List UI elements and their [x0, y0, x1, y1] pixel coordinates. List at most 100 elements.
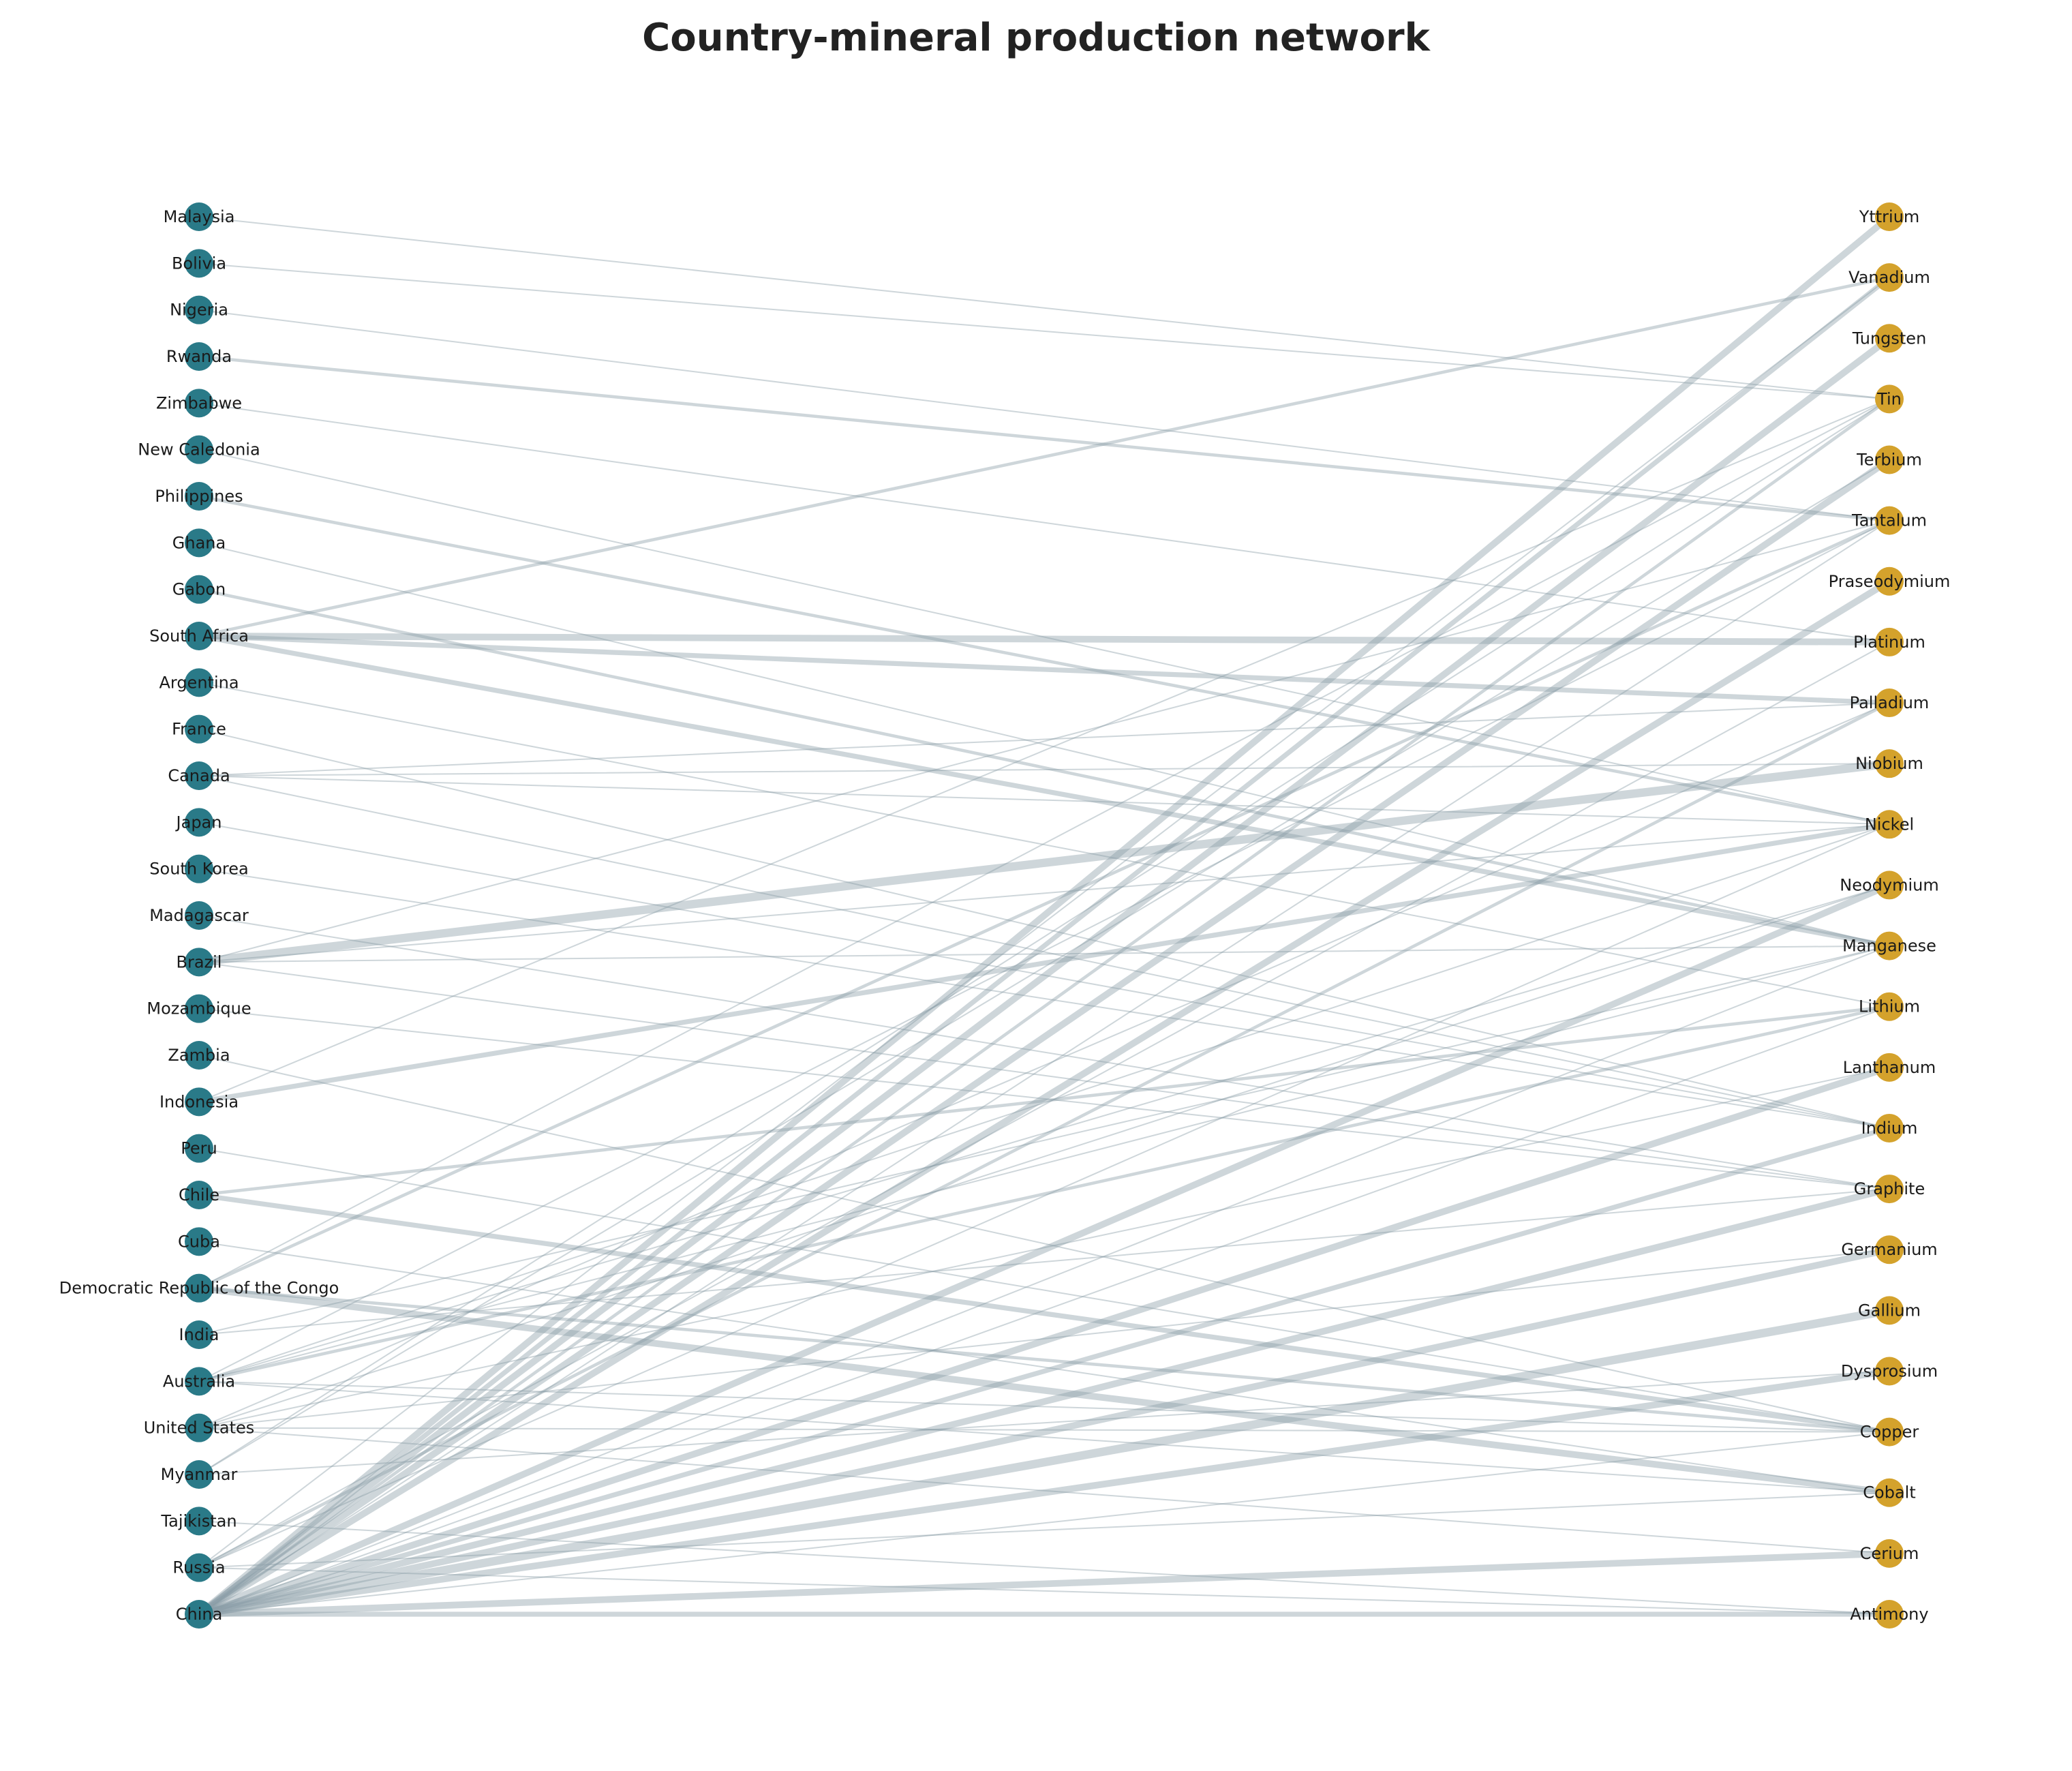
- mineral-indium-label: Indium: [1861, 1119, 1918, 1138]
- edge-china-indium: [196, 1125, 1892, 1617]
- edge-china-gallium: [194, 1306, 1894, 1619]
- country-china-node: [185, 1600, 213, 1629]
- mineral-terbium-label: Terbium: [1856, 451, 1922, 470]
- country-mozambique-node: [185, 994, 213, 1023]
- edge-australia-nickel: [198, 823, 1890, 1382]
- mineral-gallium-label: Gallium: [1858, 1301, 1921, 1320]
- edge-china-dysprosium: [196, 1367, 1893, 1618]
- mineral-tantalum-label: Tantalum: [1851, 511, 1927, 530]
- edge-china-cerium: [196, 1549, 1893, 1618]
- edge-canada-nickel: [198, 775, 1890, 826]
- country-gabon-label: Gabon: [172, 580, 226, 599]
- mineral-lithium-label: Lithium: [1859, 997, 1920, 1016]
- edge-russia-antimony: [198, 1566, 1890, 1615]
- mineral-platinum-label: Platinum: [1853, 633, 1925, 652]
- edge-australia-tantalum: [198, 519, 1890, 1382]
- country-indonesia-node: [185, 1087, 213, 1117]
- mineral-antimony-label: Antimony: [1850, 1605, 1928, 1624]
- edge-democratic-republic-of-the-congo-copper: [197, 1286, 1891, 1434]
- country-canada-label: Canada: [168, 766, 230, 785]
- edge-russia-vanadium: [198, 277, 1890, 1569]
- country-peru-label: Peru: [181, 1139, 217, 1158]
- edge-canada-niobium: [198, 763, 1890, 776]
- country-canada-node: [185, 761, 213, 790]
- edge-china-lithium: [198, 1005, 1890, 1615]
- edge-india-manganese: [198, 945, 1890, 1335]
- edge-canada-indium: [198, 775, 1890, 1129]
- edge-australia-lithium: [197, 1005, 1891, 1383]
- country-cuba-node: [185, 1227, 213, 1256]
- mineral-manganese-node: [1875, 931, 1904, 960]
- edge-rwanda-tantalum: [197, 354, 1891, 522]
- country-peru-node: [185, 1134, 213, 1163]
- country-rwanda-label: Rwanda: [166, 347, 232, 366]
- mineral-graphite-label: Graphite: [1854, 1179, 1925, 1198]
- country-zambia-label: Zambia: [168, 1046, 230, 1065]
- country-india-label: India: [179, 1325, 219, 1344]
- mineral-tungsten-node: [1875, 324, 1904, 353]
- mineral-cerium-label: Cerium: [1860, 1544, 1919, 1563]
- country-japan-node: [185, 808, 213, 837]
- mineral-germanium-node: [1875, 1235, 1904, 1265]
- mineral-platinum-node: [1875, 627, 1904, 656]
- edge-australia-cobalt: [198, 1380, 1890, 1494]
- country-democratic-republic-of-the-congo-node: [185, 1273, 213, 1303]
- country-zambia-node: [185, 1041, 213, 1070]
- edge-australia-neodymium: [198, 884, 1890, 1382]
- country-united-states-node: [185, 1413, 213, 1442]
- mineral-terbium-node: [1875, 445, 1904, 474]
- mineral-tin-node: [1875, 384, 1904, 414]
- edge-china-tin: [197, 397, 1891, 1616]
- edge-tajikistan-antimony: [198, 1520, 1890, 1615]
- mineral-nickel-label: Nickel: [1865, 815, 1914, 834]
- country-france-label: France: [172, 720, 226, 739]
- edge-china-vanadium: [196, 275, 1892, 1617]
- edge-zambia-copper: [198, 1055, 1890, 1433]
- edge-united-states-palladium: [198, 702, 1890, 1429]
- edge-ghana-manganese: [198, 542, 1890, 947]
- mineral-dysprosium-label: Dysprosium: [1841, 1361, 1938, 1380]
- country-myanmar-label: Myanmar: [161, 1465, 238, 1484]
- mineral-neodymium-label: Neodymium: [1840, 875, 1938, 894]
- mineral-manganese-label: Manganese: [1842, 937, 1936, 956]
- edge-china-graphite: [196, 1185, 1893, 1618]
- country-south-korea-label: South Korea: [149, 860, 248, 879]
- edge-mozambique-graphite: [198, 1008, 1890, 1190]
- edge-south-africa-vanadium: [197, 275, 1891, 638]
- country-mozambique-label: Mozambique: [147, 999, 251, 1018]
- country-chile-label: Chile: [179, 1185, 219, 1205]
- mineral-graphite-node: [1875, 1175, 1904, 1204]
- edge-peru-copper: [198, 1147, 1890, 1433]
- country-zimbabwe-label: Zimbabwe: [156, 393, 242, 412]
- mineral-tin-label: Tin: [1876, 389, 1902, 408]
- mineral-niobium-label: Niobium: [1855, 754, 1923, 773]
- edge-south-africa-platinum: [196, 633, 1893, 646]
- edge-australia-copper: [198, 1380, 1890, 1433]
- country-zimbabwe-node: [185, 389, 213, 418]
- edge-india-graphite: [198, 1188, 1890, 1335]
- edge-canada-palladium: [198, 702, 1890, 776]
- edge-brazil-tantalum: [198, 519, 1890, 963]
- mineral-palladium-label: Palladium: [1850, 693, 1930, 712]
- country-madagascar-node: [185, 901, 213, 930]
- country-cuba-label: Cuba: [178, 1232, 220, 1251]
- country-madagascar-label: Madagascar: [149, 906, 249, 925]
- edge-china-copper: [198, 1431, 1890, 1615]
- edge-united-states-copper: [198, 1427, 1890, 1433]
- edge-brazil-nickel: [198, 823, 1890, 963]
- edge-cuba-cobalt: [198, 1241, 1890, 1494]
- country-australia-node: [185, 1367, 213, 1396]
- edge-chile-lithium: [197, 1005, 1891, 1197]
- country-philippines-label: Philippines: [155, 487, 243, 506]
- edge-russia-cobalt: [198, 1492, 1890, 1569]
- country-gabon-node: [185, 575, 213, 604]
- edges-layer: [194, 213, 1894, 1619]
- country-new-caledonia-node: [185, 435, 213, 464]
- mineral-nickel-node: [1875, 810, 1904, 839]
- edge-china-tungsten: [196, 335, 1893, 1618]
- edge-brazil-manganese: [198, 945, 1890, 963]
- edge-united-states-neodymium: [198, 884, 1890, 1429]
- edge-russia-palladium: [197, 701, 1891, 1569]
- mineral-lanthanum-label: Lanthanum: [1843, 1058, 1936, 1077]
